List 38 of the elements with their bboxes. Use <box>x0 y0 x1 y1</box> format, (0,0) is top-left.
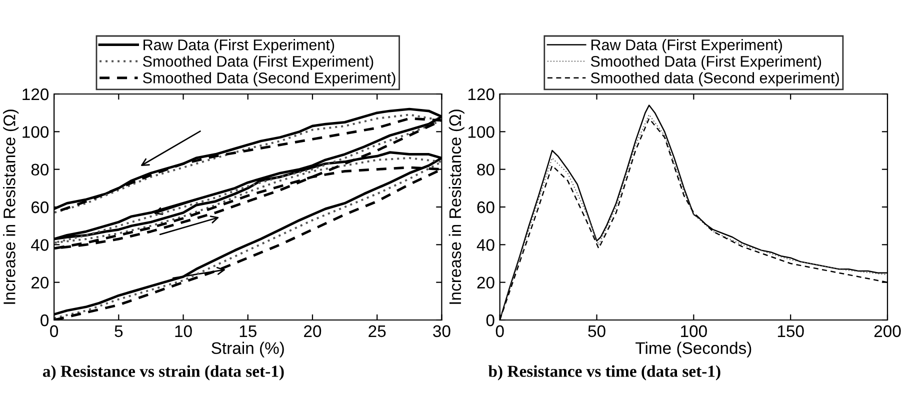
legend-label: Raw Data (First Experiment) <box>591 39 782 54</box>
y-tick-label: 60 <box>477 201 494 214</box>
x-axis-title: Strain (%) <box>212 342 284 358</box>
x-tick-label: 10 <box>175 325 192 338</box>
y-tick-label: 20 <box>32 276 49 289</box>
y-tick-label: 40 <box>476 239 494 251</box>
text: a) Resistance vs strain (data set-1) <box>42 365 284 380</box>
y-tick-label: 120 <box>468 88 494 100</box>
x-tick-label: 5 <box>114 325 123 338</box>
legend-label: Smoothed Data (First Experiment) <box>143 56 374 70</box>
y-tick-label: 0 <box>486 314 494 326</box>
x-tick-label: 50 <box>588 325 606 338</box>
y-axis-title: Increase in Resistance (Ω) <box>3 110 19 304</box>
y-tick-label: 60 <box>32 201 49 214</box>
text: b) Resistance vs time (data set-1) <box>488 365 720 380</box>
x-tick-label: 0 <box>496 325 504 338</box>
y-tick-label: 120 <box>22 88 49 100</box>
x-tick-label: 100 <box>681 325 707 338</box>
legend-label: Smoothed Data (Second Experiment) <box>143 72 396 86</box>
y-tick-label: 0 <box>40 314 49 326</box>
x-tick-label: 15 <box>240 325 256 338</box>
legend-label: Smoothed data (Second experiment) <box>590 72 839 86</box>
y-tick-label: 100 <box>468 126 494 138</box>
x-tick-label: 200 <box>874 325 901 338</box>
x-tick-label: 25 <box>368 325 386 338</box>
x-tick-label: 150 <box>778 325 804 338</box>
x-tick-label: 30 <box>433 325 450 338</box>
x-tick-label: 0 <box>50 325 58 338</box>
legend-label: Smoothed Data (First Experiment) <box>590 56 822 70</box>
y-tick-label: 20 <box>477 276 494 289</box>
y-tick-label: 80 <box>477 164 494 176</box>
x-tick-label: 20 <box>304 325 322 338</box>
y-tick-label: 40 <box>31 239 49 251</box>
legend-label: Raw Data (First Experiment) <box>144 39 334 54</box>
x-axis-title: Time (Seconds) <box>636 342 752 358</box>
y-tick-label: 80 <box>31 164 49 176</box>
y-axis-title: Increase in Resistance (Ω) <box>448 110 464 304</box>
y-tick-label: 100 <box>22 126 49 138</box>
